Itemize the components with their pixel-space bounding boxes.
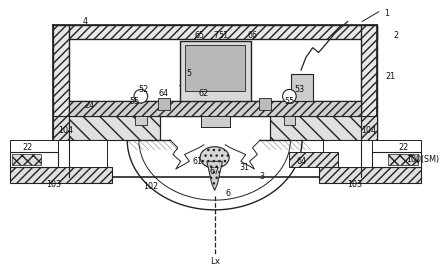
Text: 31: 31 [240, 163, 250, 172]
Text: 62: 62 [199, 89, 209, 98]
Bar [372, 140, 420, 155]
Text: 100(SM): 100(SM) [406, 155, 439, 164]
Bar [10, 152, 58, 167]
Text: 24: 24 [84, 101, 94, 111]
Text: 102: 102 [143, 182, 158, 191]
Bar [54, 25, 377, 39]
Bar [158, 98, 170, 110]
Bar [291, 74, 313, 101]
Text: 104: 104 [361, 126, 377, 135]
Text: 66: 66 [248, 31, 257, 40]
Bar [270, 116, 361, 140]
Text: Lx: Lx [210, 257, 220, 266]
Circle shape [134, 89, 148, 103]
Bar [69, 101, 361, 116]
Text: 1: 1 [384, 9, 389, 18]
Bar [186, 45, 245, 91]
Text: 22: 22 [398, 143, 408, 152]
Bar [284, 116, 295, 125]
Text: 3: 3 [260, 172, 265, 181]
Bar [54, 116, 69, 177]
Text: 6: 6 [226, 189, 231, 198]
Text: 22: 22 [22, 143, 32, 152]
Bar [201, 116, 230, 127]
Text: 5: 5 [187, 69, 192, 78]
Text: 7: 7 [213, 31, 218, 40]
Bar [361, 116, 377, 177]
Polygon shape [207, 161, 222, 190]
Bar [372, 152, 420, 167]
Bar [69, 116, 160, 140]
Text: 104: 104 [58, 126, 74, 135]
Circle shape [283, 89, 296, 103]
Bar [10, 140, 58, 155]
Ellipse shape [200, 147, 229, 168]
Bar [259, 98, 271, 110]
Bar [180, 41, 251, 101]
Text: 53: 53 [294, 85, 304, 94]
Text: 61: 61 [192, 157, 202, 166]
Bar [69, 39, 361, 177]
Bar [135, 116, 147, 125]
Bar [389, 153, 418, 165]
Bar [289, 152, 338, 167]
Bar [319, 167, 420, 183]
Text: 55: 55 [129, 97, 139, 106]
Text: 52: 52 [139, 85, 149, 94]
Text: 4: 4 [83, 17, 88, 26]
Text: 55: 55 [284, 97, 295, 106]
Bar [58, 140, 107, 167]
Text: 64: 64 [296, 157, 306, 166]
Text: 21: 21 [385, 72, 396, 81]
Text: 103: 103 [347, 180, 362, 189]
Bar [54, 25, 69, 177]
Bar [12, 153, 41, 165]
Bar [10, 167, 112, 183]
Text: 64: 64 [158, 89, 168, 98]
Bar [323, 140, 372, 167]
Bar [361, 25, 377, 177]
Text: 65: 65 [194, 31, 204, 40]
Text: 2: 2 [394, 31, 399, 40]
Text: 67: 67 [210, 166, 220, 175]
Text: 103: 103 [46, 180, 61, 189]
Text: 51: 51 [218, 31, 229, 40]
